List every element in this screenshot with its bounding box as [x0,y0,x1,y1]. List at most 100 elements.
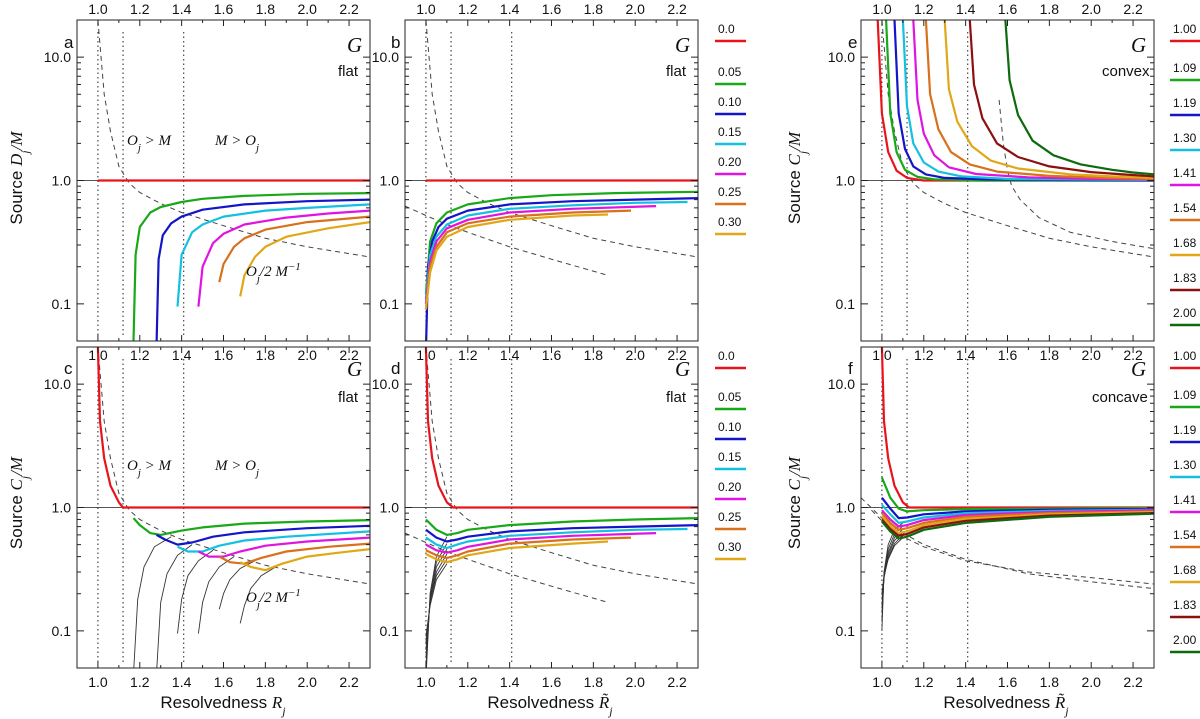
gray-curve-5 [239,566,277,624]
series-line-0.05 [132,192,370,341]
series-line-0.30 [424,213,609,310]
panel-word-d: flat [666,389,687,406]
annot-oj-gt-m-c: Oj > M [127,458,173,479]
ylabel-f: Source Cj/M [785,456,810,549]
x-tick-label-top: 1.0 [88,1,108,17]
series-line-1.68 [881,510,1154,535]
panel-letter-d: d [391,359,400,378]
xlabel-d: Resolvedness R̃j [487,693,613,718]
legend-label-1.19: 1.19 [1173,96,1197,110]
legend-label-0.05: 0.05 [718,65,742,79]
dashed-guide-1 [405,205,609,276]
series-line-0.30 [425,540,609,564]
series-line-0.25 [218,542,370,565]
series-line-0.10 [155,524,370,546]
series-line-0.15 [425,527,688,550]
x-tick-label: 1.6 [214,347,234,363]
series-line-1.30 [901,20,1154,182]
series-line-1.83 [881,512,1154,537]
x-tick-label-top: 1.2 [458,1,478,17]
series-line-0.20 [197,536,370,558]
y-tick-label: 1.0 [380,173,400,189]
panel-c: 1.0 1.2 1.4 1.6 1.8 2.0 2.2 0.1 1.0 10.0 0.0 0.05 0.… [44,346,746,690]
panel-letter-e: e [848,33,857,52]
gray-curve-3 [197,556,235,634]
panel-word-f: concave [1092,389,1148,406]
legend-label-0.25: 0.25 [718,510,742,524]
series-line-0.30 [239,221,370,297]
x-tick-label: 2.2 [667,347,687,363]
x-tick-label: 1.4 [172,674,192,690]
y-tick-label: 10.0 [828,376,855,392]
y-tick-label: 10.0 [44,376,71,392]
y-tick-label: 0.1 [52,296,72,312]
series-line-0.0 [424,347,698,509]
ylabel-e: Source Cj/M [785,131,810,224]
series-line-0.05 [425,517,698,537]
annot-oj-half-c: Oj/2 M−1 [246,587,301,611]
y-tick-label: 0.1 [836,296,856,312]
y-tick-label: 0.1 [836,623,856,639]
plot-area-f [861,347,1154,664]
gray-curve-5 [881,537,904,594]
x-tick-label-top: 2.2 [667,1,687,17]
series-line-2.00 [881,512,1154,540]
series-line-0.25 [218,215,370,283]
series-line-0.10 [155,198,370,341]
legend-label-0.0: 0.0 [718,349,735,363]
annot-m-gt-oj-c: M > Oj [214,458,259,479]
panel-a: 1.0 1.0 1.2 1.2 1.4 1.4 1.6 1.6 1.8 1.8 2.0 2.0 2.2 2… [44,1,746,363]
x-tick-label-top: 1.6 [998,1,1018,17]
x-tick-label: 1.4 [956,347,976,363]
panel-g-b: G [675,33,690,57]
x-tick-label: 2.0 [297,674,317,690]
x-tick-label: 1.4 [172,347,192,363]
x-tick-label: 1.2 [458,674,478,690]
dashed-guide-1 [871,509,1154,585]
dashed-guide-0 [861,497,1154,590]
series-line-1.68 [943,20,1154,179]
panel-letter-b: b [391,33,400,52]
series-line-0.15 [176,203,370,307]
y-tick-label: 10.0 [372,49,399,65]
x-tick-label: 1.6 [542,674,562,690]
series-line-0.0 [96,347,370,509]
x-tick-label: 2.0 [1081,674,1101,690]
legend-label-0.25: 0.25 [718,185,742,199]
legend-label-1.00: 1.00 [1173,22,1197,36]
legend-label-0.10: 0.10 [718,95,742,109]
plot-area-d [405,347,698,668]
annot-oj-half-a: Oj/2 M−1 [246,261,301,285]
panel-d: 1.0 1.2 1.4 1.6 1.8 2.0 2.2 0.1 1.0 10.0 [372,346,699,690]
legend-label-1.83: 1.83 [1173,271,1197,285]
series-line-1.09 [880,477,1154,513]
x-tick-label-top: 1.2 [914,1,934,17]
x-tick-label: 2.0 [625,674,645,690]
x-tick-label: 1.2 [914,674,934,690]
dashed-guide-0 [97,20,370,258]
series-line-1.54 [924,20,1154,180]
x-tick-label-top: 1.0 [416,1,436,17]
legend-label-1.09: 1.09 [1173,388,1197,402]
dashed-guide-1 [998,99,1154,250]
x-tick-label-top: 1.8 [584,1,604,17]
legend-label-0.30: 0.30 [718,215,742,229]
gray-curve-2 [177,549,214,634]
x-tick-label: 1.8 [1040,674,1060,690]
x-tick-label: 1.6 [542,347,562,363]
x-tick-label: 1.6 [998,674,1018,690]
panel-word-e: convex [1102,63,1150,80]
xlabel-c: Resolvedness Rj [160,693,286,718]
series-line-1.19 [893,20,1154,182]
series-line-1.83 [968,20,1154,178]
series-line-2.00 [1004,20,1154,176]
x-tick-label: 1.4 [500,347,520,363]
y-tick-label: 10.0 [44,49,71,65]
gray-curve-1 [156,544,193,668]
legend-label-0.05: 0.05 [718,390,742,404]
series-line-1.41 [881,509,1154,528]
dashed-guide-0 [425,347,698,585]
legend-label-1.54: 1.54 [1173,528,1197,542]
x-tick-label: 1.6 [998,347,1018,363]
